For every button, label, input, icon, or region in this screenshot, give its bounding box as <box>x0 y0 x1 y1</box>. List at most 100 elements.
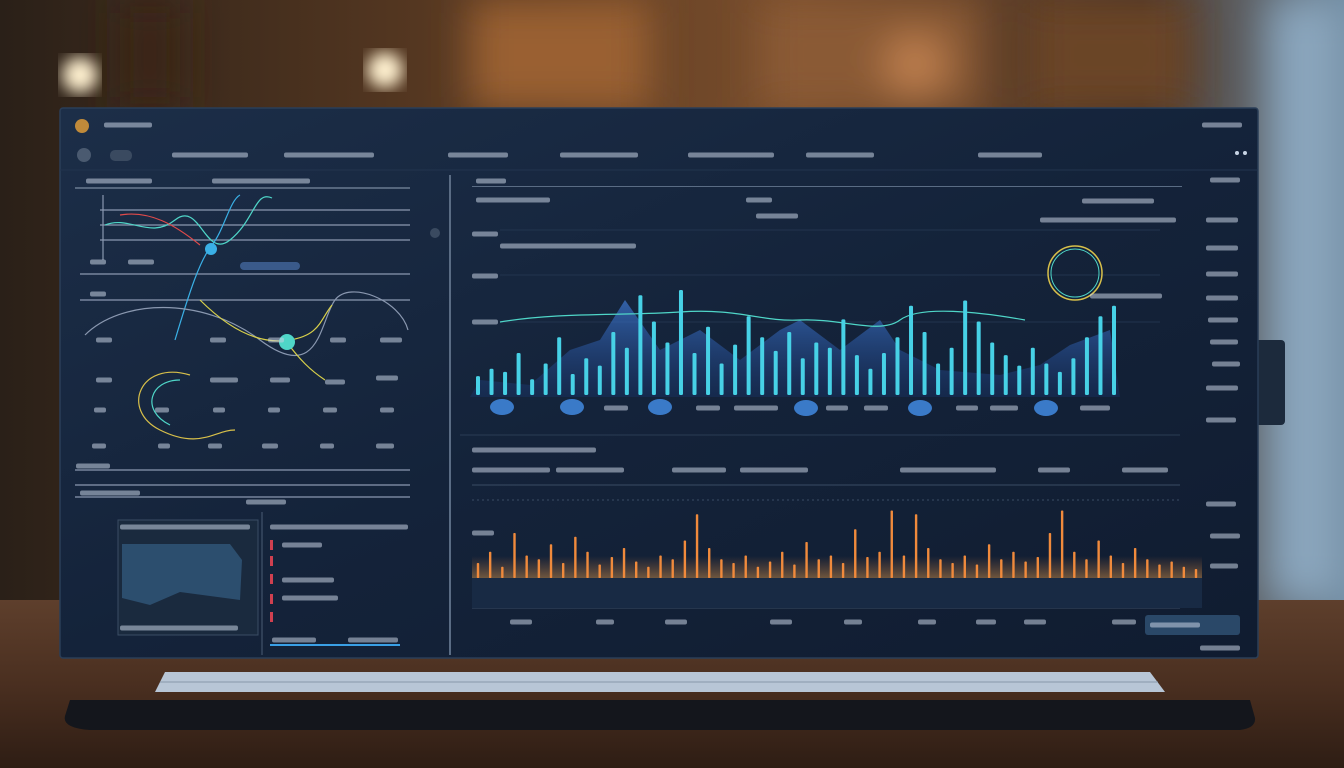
node-markers <box>490 399 1058 416</box>
label-glyph <box>1150 622 1200 628</box>
label-glyph <box>1206 245 1238 251</box>
bar <box>1084 337 1089 395</box>
label-glyph <box>472 273 498 279</box>
label-glyph <box>270 524 408 530</box>
bar <box>1170 561 1173 578</box>
bar <box>1194 569 1198 578</box>
label-glyph <box>86 178 152 184</box>
bar <box>1146 559 1149 578</box>
label-glyph <box>472 447 596 453</box>
label-glyph <box>596 619 614 625</box>
bar <box>1044 363 1049 395</box>
bar <box>922 332 927 395</box>
label-glyph <box>208 443 222 449</box>
toolbar-icon <box>77 148 91 162</box>
label-glyph <box>770 619 792 625</box>
bar <box>692 353 697 395</box>
bar <box>868 368 873 395</box>
label-glyph <box>320 443 334 449</box>
label-glyph <box>472 530 494 536</box>
bar <box>927 548 930 578</box>
label-glyph <box>80 490 140 496</box>
bar <box>914 514 918 578</box>
trend-line <box>138 371 236 440</box>
label-glyph <box>1206 217 1238 223</box>
label-glyph <box>104 122 152 128</box>
label-glyph <box>1206 417 1236 423</box>
bar <box>963 300 968 395</box>
label-glyph <box>696 405 720 411</box>
label-glyph <box>476 178 506 184</box>
ring <box>1047 245 1103 301</box>
bar <box>706 326 711 395</box>
label-glyph <box>210 337 226 343</box>
bar <box>841 319 846 395</box>
list-marker <box>270 556 273 566</box>
bar <box>516 353 521 395</box>
keyboard-base <box>64 700 1256 730</box>
bar <box>829 555 833 578</box>
label-glyph <box>213 407 225 413</box>
toolbar-toggle[interactable] <box>110 150 132 161</box>
bar <box>503 371 508 395</box>
label-glyph <box>756 213 798 219</box>
label-glyph <box>844 619 862 625</box>
label-glyph <box>94 407 106 413</box>
chart-floor <box>472 578 1202 608</box>
bar <box>635 561 638 578</box>
bar <box>574 536 577 578</box>
label-glyph <box>1208 317 1238 323</box>
light-bokeh <box>62 57 98 93</box>
menu-dot[interactable] <box>1243 151 1247 155</box>
bar <box>570 374 575 395</box>
menu-dot[interactable] <box>1235 151 1239 155</box>
label-glyph <box>1206 501 1236 507</box>
bar <box>598 564 601 578</box>
label-glyph <box>268 337 284 343</box>
bar <box>768 561 772 578</box>
trend-line <box>104 196 273 245</box>
label-glyph <box>740 467 808 473</box>
label-glyph <box>212 178 310 184</box>
node[interactable] <box>794 400 818 416</box>
lower-chart <box>476 510 1198 578</box>
bar <box>939 559 942 578</box>
label-glyph <box>672 467 726 473</box>
bar <box>746 316 751 395</box>
bar <box>1097 540 1100 578</box>
label-glyph <box>556 467 624 473</box>
bar <box>610 557 614 578</box>
app-logo <box>75 119 89 133</box>
label-glyph <box>734 405 778 411</box>
label-glyph <box>1040 217 1176 223</box>
label-glyph <box>76 463 110 469</box>
bar <box>975 564 979 578</box>
node[interactable] <box>1034 400 1058 416</box>
node[interactable] <box>648 399 672 415</box>
node[interactable] <box>490 399 514 415</box>
bar <box>476 376 480 395</box>
label-glyph <box>826 405 848 411</box>
bar <box>543 363 548 395</box>
label-glyph <box>1210 563 1238 569</box>
node[interactable] <box>560 399 584 415</box>
label-glyph <box>210 377 238 383</box>
bar <box>987 544 991 578</box>
bar <box>1085 559 1088 578</box>
bar <box>890 510 893 578</box>
list-marker <box>270 594 273 604</box>
bar <box>1003 355 1008 395</box>
label-glyph <box>510 619 532 625</box>
bar <box>744 555 747 578</box>
scroll-knob[interactable] <box>430 228 440 238</box>
label-glyph <box>1200 645 1240 651</box>
trend-line <box>499 310 1026 327</box>
node[interactable] <box>908 400 932 416</box>
bar <box>878 551 881 578</box>
label-glyph <box>172 152 248 158</box>
bar <box>488 551 492 578</box>
bar <box>671 559 674 578</box>
label-glyph <box>1210 339 1238 345</box>
bar <box>561 563 565 578</box>
